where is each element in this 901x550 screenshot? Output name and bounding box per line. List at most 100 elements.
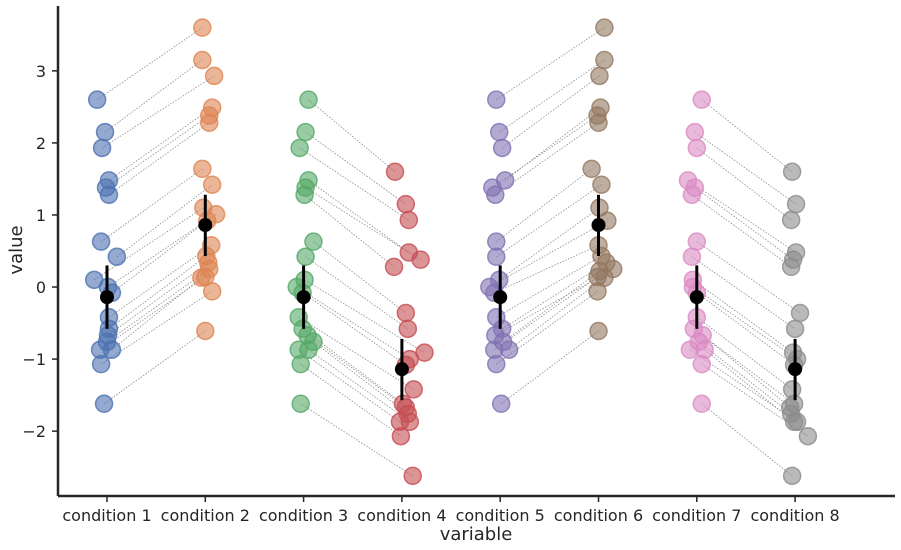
connector-line <box>305 131 407 205</box>
mean-marker <box>591 218 606 233</box>
data-point <box>404 380 423 399</box>
x-tick-label: condition 4 <box>357 506 446 525</box>
mean-marker <box>296 290 311 305</box>
data-point <box>91 354 111 374</box>
connector-line <box>691 256 796 330</box>
data-point <box>107 247 127 267</box>
data-point <box>295 185 314 205</box>
data-point <box>385 162 405 181</box>
connector-line <box>498 59 605 133</box>
data-point <box>403 466 422 486</box>
connector-line <box>308 99 396 173</box>
y-ticks: −2 −1 0 1 2 3 <box>22 62 58 441</box>
connector-line <box>308 349 410 423</box>
data-point <box>487 90 506 109</box>
connector-line <box>691 194 792 268</box>
connector-line <box>692 286 798 360</box>
connector-line <box>704 349 795 423</box>
connector-line <box>299 147 410 221</box>
x-tick-label: condition 1 <box>62 506 151 525</box>
data-point <box>687 138 707 158</box>
x-tick-label: condition 5 <box>456 506 545 525</box>
mean-marker <box>100 290 114 305</box>
data-point <box>491 394 511 414</box>
x-tick-label: condition 3 <box>259 506 348 525</box>
data-point <box>595 18 614 37</box>
data-point <box>199 113 219 132</box>
data-point <box>595 50 614 70</box>
data-point <box>192 268 211 287</box>
connector-line <box>300 363 402 437</box>
data-point <box>87 90 107 109</box>
mean-marker <box>493 290 508 305</box>
connector-line <box>702 335 791 408</box>
data-point <box>91 232 111 251</box>
data-point <box>396 194 416 214</box>
data-point <box>193 18 212 37</box>
y-tick-label: 2 <box>36 134 46 153</box>
y-tick-label: 0 <box>36 278 46 297</box>
data-point <box>291 354 310 374</box>
connector-line <box>99 276 206 351</box>
connector-line <box>701 99 793 173</box>
connector-line <box>304 194 395 268</box>
connector-line <box>101 75 215 149</box>
data-point <box>99 185 119 205</box>
data-point <box>102 340 122 359</box>
data-point <box>492 138 512 158</box>
connector-line <box>500 330 599 405</box>
data-point <box>692 90 711 109</box>
connector-line <box>496 168 592 242</box>
connector-line <box>313 341 409 415</box>
y-tick-label: 1 <box>36 206 46 225</box>
data-point <box>785 319 805 339</box>
data-point <box>589 113 608 132</box>
data-point <box>196 321 215 341</box>
data-point <box>398 319 418 339</box>
connector-line <box>103 330 206 405</box>
connector-line <box>696 147 792 221</box>
connector-line <box>692 279 794 353</box>
connector-line <box>687 180 797 253</box>
data-point <box>782 162 802 181</box>
y-axis-title: value <box>6 225 27 274</box>
data-point <box>299 340 318 359</box>
x-tick-label: condition 8 <box>750 506 839 525</box>
data-point <box>590 66 609 86</box>
data-point <box>384 257 404 277</box>
data-point <box>592 175 611 194</box>
x-axis-title: variable <box>440 524 513 545</box>
connector-line <box>107 213 217 288</box>
connector-line <box>308 180 410 253</box>
data-point <box>692 394 711 414</box>
connector-line <box>108 122 210 196</box>
mean-marker <box>394 362 409 377</box>
connector-line <box>105 115 210 188</box>
connector-line <box>108 255 207 330</box>
connector-line <box>494 276 598 351</box>
data-point <box>682 185 702 205</box>
data-point <box>193 159 212 179</box>
connector-line <box>696 241 801 314</box>
connector-line <box>498 207 600 281</box>
data-point <box>786 194 806 214</box>
axes: condition 1 condition 2 condition 3 conditi… <box>6 6 895 545</box>
data-point <box>391 426 411 446</box>
data-point <box>399 210 419 230</box>
data-point <box>95 122 115 142</box>
connector-line <box>296 286 410 360</box>
data-point <box>487 247 506 267</box>
connector-line <box>307 334 407 408</box>
connector-line <box>496 184 602 258</box>
connector-line <box>298 349 401 423</box>
data-point <box>296 122 315 142</box>
data-point <box>682 247 702 267</box>
connector-line <box>496 27 605 101</box>
data-point <box>94 394 114 414</box>
connector-line <box>313 241 407 314</box>
connector-line <box>701 363 809 437</box>
data-point <box>790 303 810 323</box>
data-point <box>411 250 430 269</box>
data-point <box>202 282 222 301</box>
